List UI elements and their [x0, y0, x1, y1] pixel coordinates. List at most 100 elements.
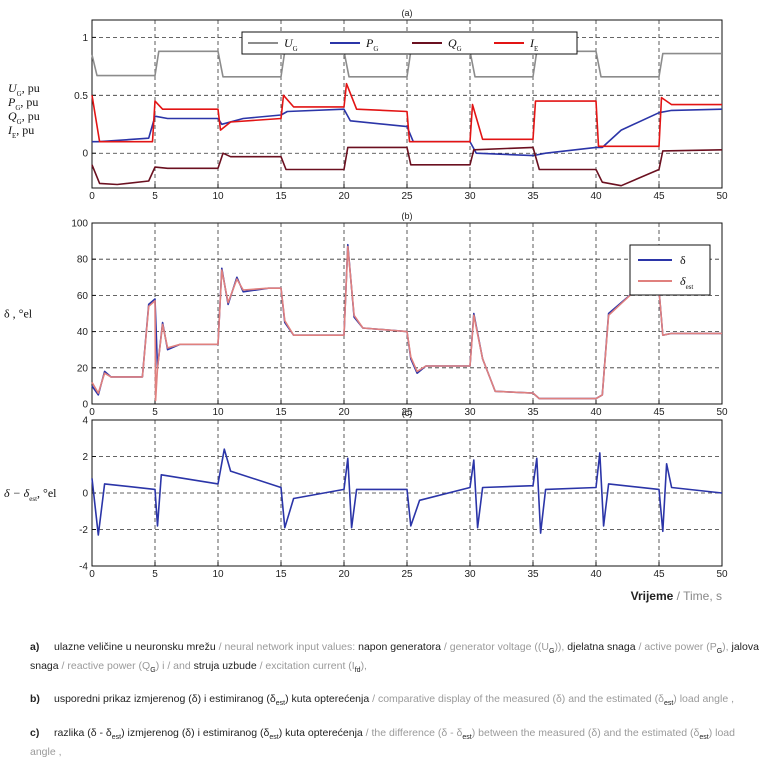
- legend-entry: PG: [365, 36, 378, 53]
- caption-text: razlika (δ - δ: [54, 727, 112, 739]
- x-tick-label: 45: [653, 407, 665, 418]
- x-tick-label: 35: [527, 407, 539, 418]
- legend: UG PG QG IE: [241, 31, 578, 55]
- x-tick-label: 15: [275, 191, 287, 202]
- caption-b: b) usporedni prikaz izmjerenog (δ) i esti…: [30, 692, 760, 711]
- caption-key: a): [30, 641, 40, 653]
- x-tick-label: 10: [212, 191, 224, 202]
- caption-text: ) kuta opterećenja: [285, 693, 370, 705]
- x-tick-label: 15: [275, 569, 287, 580]
- x-tick-label: 35: [527, 569, 539, 580]
- legend-entry: QG: [448, 36, 462, 53]
- y-tick-label: -2: [79, 525, 88, 536]
- x-tick-label: 0: [89, 569, 95, 580]
- x-tick-label: 45: [653, 191, 665, 202]
- y-axis-label: IE, pu: [7, 123, 34, 140]
- caption-text: est: [275, 700, 286, 708]
- caption-text: G: [716, 648, 723, 656]
- caption-text: / reactive power (Q: [58, 660, 151, 673]
- x-tick-label: 35: [527, 191, 539, 202]
- y-axis-label: PG, pu: [7, 95, 38, 112]
- x-tick-label: 50: [716, 407, 728, 418]
- x-tick-label: 25: [401, 569, 413, 580]
- x-tick-label: 10: [212, 407, 224, 418]
- y-axis-label: δ − δest, °el: [4, 486, 57, 503]
- x-tick-label: 40: [590, 407, 602, 418]
- series-line-δ-est: [91, 245, 722, 402]
- x-tick-label: 5: [152, 407, 158, 418]
- caption-text: ulazne veličine u neuronsku mrežu: [54, 641, 216, 653]
- x-axis-label: Vrijeme / Time, s: [631, 589, 722, 603]
- caption-text: G: [150, 667, 156, 675]
- caption-text: ),: [722, 641, 732, 653]
- caption-text: ) between the measured (δ) and the estim…: [471, 727, 700, 739]
- caption-text: est: [111, 734, 122, 742]
- legend-entry: UG: [284, 36, 298, 53]
- x-tick-label: 40: [590, 191, 602, 202]
- legend-box: [241, 31, 578, 55]
- caption-text: djelatna snaga: [567, 641, 636, 653]
- y-tick-label: 0: [82, 149, 88, 160]
- caption-text: / excitation current (I: [256, 660, 355, 673]
- x-tick-label: 10: [212, 569, 224, 580]
- y-tick-label: 20: [77, 363, 89, 374]
- panel-label: (c): [402, 408, 413, 418]
- caption-a: a) ulazne veličine u neuronsku mrežu / ne…: [30, 640, 760, 678]
- caption-key: c): [30, 727, 40, 739]
- series-line-I-E: [91, 82, 722, 148]
- chart-panel-b: (b) 0 5 10 15 20 25 30 35 40 45 50 0 20 40 60 80 100 δ , °…: [4, 211, 728, 418]
- legend-entry: IE: [529, 36, 538, 53]
- caption-text: ) load angle ,: [673, 693, 734, 705]
- caption-key: b): [30, 693, 40, 705]
- caption-text: / generator voltage ((U: [441, 641, 549, 653]
- x-tick-label: 0: [89, 407, 95, 418]
- x-tick-label: 5: [152, 191, 158, 202]
- x-tick-label: 30: [464, 407, 476, 418]
- caption-text: ) i / and: [155, 660, 194, 673]
- caption-text: fd: [354, 667, 361, 675]
- caption-text: ) izmjerenog (δ) i estimiranog (δ: [121, 727, 270, 739]
- caption-text: / comparative display of the measured (δ…: [369, 693, 664, 705]
- x-tick-label: 45: [653, 569, 665, 580]
- x-tick-label: 20: [338, 407, 350, 418]
- y-tick-label: 0: [82, 489, 88, 500]
- caption-text: est: [269, 734, 279, 742]
- caption-text: / active power (P: [635, 641, 717, 653]
- panel-label: (b): [402, 211, 413, 221]
- caption-text: est: [699, 734, 709, 742]
- x-tick-label: 30: [464, 569, 476, 580]
- plot-area: [91, 222, 723, 405]
- y-tick-label: 2: [82, 452, 88, 463]
- legend: δ δest: [629, 244, 711, 296]
- x-tick-label: 20: [338, 569, 350, 580]
- series-line-P-G: [92, 108, 723, 157]
- series-line-δ-δ-est: [91, 448, 723, 536]
- y-tick-label: -4: [79, 562, 88, 573]
- x-tick-label: 40: [590, 569, 602, 580]
- caption-text: ) load angle ,: [30, 727, 735, 759]
- caption-text: est: [462, 734, 472, 742]
- caption-text: )),: [554, 641, 568, 653]
- legend-box: [629, 244, 711, 296]
- panel-label: (a): [402, 8, 413, 18]
- x-tick-label: 15: [275, 407, 287, 418]
- y-tick-label: 0.5: [74, 91, 88, 102]
- y-tick-label: 0: [82, 400, 88, 411]
- y-tick-label: 4: [82, 416, 88, 427]
- y-tick-label: 40: [77, 327, 89, 338]
- caption-text: jalova snaga: [30, 641, 759, 673]
- x-tick-label: 5: [152, 569, 158, 580]
- y-axis-label: QG, pu: [8, 109, 40, 126]
- series-line-U-G: [91, 50, 722, 78]
- legend-entry: δ: [680, 253, 686, 267]
- caption-text: G: [548, 648, 555, 656]
- caption-text: / the difference (δ - δ: [362, 727, 463, 739]
- caption-text: ) kuta opterećenja: [278, 727, 363, 739]
- caption-c: c) razlika (δ - δest) izmjerenog (δ) i es…: [30, 726, 760, 759]
- caption-text: ),: [360, 660, 367, 673]
- caption-text: struja uzbude: [193, 660, 257, 673]
- x-tick-label: 50: [716, 569, 728, 580]
